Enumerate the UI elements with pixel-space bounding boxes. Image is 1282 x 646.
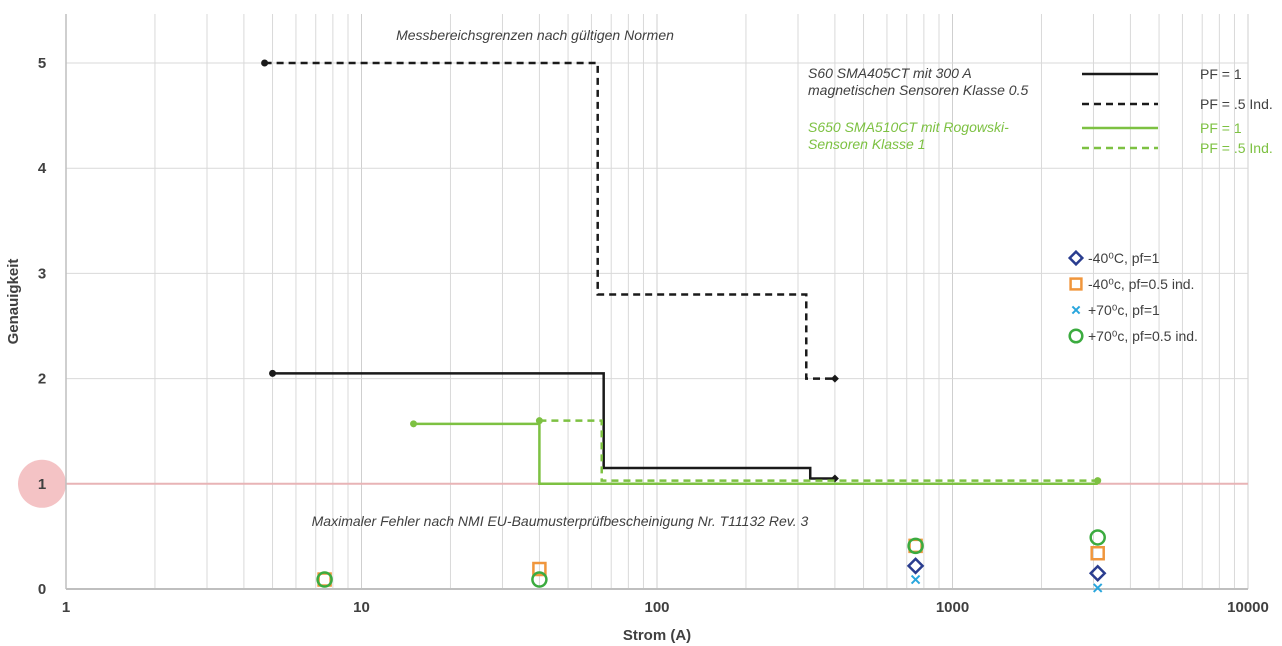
legend-line-label: PF = 1	[1200, 120, 1242, 136]
legend-line-label: PF = .5 Ind.	[1200, 140, 1273, 156]
scatter-point-square	[1090, 545, 1105, 561]
series-line-1	[264, 61, 835, 380]
x-tick-label: 100	[644, 599, 669, 616]
legend-line-label: PF = 1	[1200, 66, 1242, 82]
y-tick-label: 5	[38, 55, 46, 72]
series-start-marker	[410, 420, 418, 428]
series-start-marker	[269, 369, 277, 377]
legend-group-text: Sensoren Klasse 1	[808, 136, 926, 152]
y-tick-label: 3	[38, 265, 46, 282]
legend-group-text: S650 SMA510CT mit Rogowski-	[808, 119, 1009, 135]
series-end-marker	[1094, 477, 1102, 485]
scatter-point-x-stroke	[1092, 583, 1103, 593]
grid	[65, 14, 1249, 589]
series-line-2	[413, 422, 1098, 486]
x-axis-title: Strom (A)	[623, 627, 691, 644]
legend-scatter-label: +70⁰c, pf=0.5 ind.	[1088, 328, 1198, 344]
y-tick-label: 1	[38, 476, 46, 493]
reference-highlight-circle	[18, 459, 66, 508]
legend-group-text: S60 SMA405CT mit 300 A	[808, 65, 972, 81]
x-tick-label: 1	[62, 599, 70, 616]
legend-group-text: magnetischen Sensoren Klasse 0.5	[808, 82, 1028, 98]
legend-marker-diamond	[1067, 249, 1085, 267]
scatter-point-circle	[907, 537, 924, 555]
legend-marker-circle	[1068, 328, 1084, 344]
series-lines	[261, 59, 1102, 486]
legend-scatter-label: -40⁰C, pf=1	[1088, 250, 1160, 266]
series-start-marker	[535, 417, 543, 425]
scatter-point-x	[1092, 583, 1103, 593]
y-tick-label: 4	[38, 160, 47, 177]
x-tick-label: 10000	[1227, 599, 1269, 616]
x-tick-label: 10	[353, 599, 370, 616]
annotation-measuring-limits: Messbereichsgrenzen nach gültigen Normen	[396, 27, 674, 43]
y-tick-label: 0	[38, 581, 46, 598]
scatter-point-square	[532, 561, 547, 577]
legend-line-label: PF = .5 Ind.	[1200, 96, 1273, 112]
y-axis-title: Genauigkeit	[5, 259, 22, 345]
x-tick-label: 1000	[936, 599, 969, 616]
axes	[65, 14, 1248, 590]
scatter-point-diamond	[1088, 564, 1107, 582]
scatter-point-diamond	[906, 557, 925, 575]
scatter-points	[316, 529, 1107, 593]
scatter-point-circle	[316, 571, 333, 588]
scatter-point-x-stroke	[910, 574, 921, 585]
legend-scatter-label: -40⁰c, pf=0.5 ind.	[1088, 276, 1194, 292]
series-end-marker	[830, 374, 839, 383]
legend-marker-x	[1071, 305, 1081, 315]
legend-marker-x-stroke	[1071, 305, 1081, 315]
scatter-point-circle	[531, 571, 548, 588]
legend-scatter-label: +70⁰c, pf=1	[1088, 302, 1160, 318]
series-line-0	[272, 372, 835, 480]
series-start-marker	[261, 59, 269, 67]
scatter-point-circle	[1089, 529, 1106, 546]
scatter-point-x	[910, 574, 921, 585]
legend-marker-square	[1069, 277, 1083, 291]
y-tick-label: 2	[38, 371, 46, 388]
annotation-max-error: Maximaler Fehler nach NMI EU-Baumusterpr…	[312, 513, 809, 529]
series-line-3	[539, 419, 1098, 482]
